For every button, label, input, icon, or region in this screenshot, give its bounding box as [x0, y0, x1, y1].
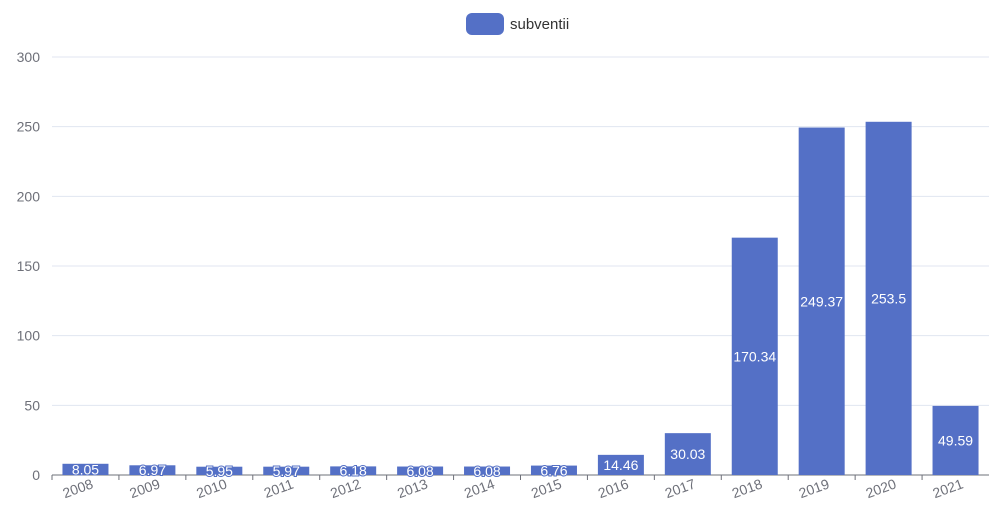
- y-tick-label-150: 150: [17, 258, 41, 274]
- x-tick-label-2009: 2009: [127, 475, 162, 501]
- y-tick-label-50: 50: [24, 397, 40, 413]
- x-tick-label-2011: 2011: [262, 476, 296, 501]
- data-label-2016: 14.46: [603, 457, 638, 473]
- bar-2009[interactable]: [129, 465, 176, 475]
- legend[interactable]: subventii: [466, 12, 569, 36]
- bar-2020[interactable]: [865, 121, 912, 475]
- x-tick-label-2019: 2019: [797, 475, 832, 501]
- x-tick-label-2017: 2017: [663, 475, 698, 501]
- data-label-2015: 6.76: [540, 462, 567, 478]
- bar-2010[interactable]: [196, 466, 243, 475]
- data-label-2013: 6.08: [406, 463, 433, 479]
- bar-2015[interactable]: [530, 465, 577, 475]
- bar-2008[interactable]: [62, 463, 109, 475]
- y-tick-label-300: 300: [17, 49, 41, 65]
- y-tick-label-200: 200: [17, 188, 41, 204]
- bar-2014[interactable]: [464, 466, 511, 475]
- x-tick-label-2015: 2015: [529, 475, 564, 501]
- x-tick-label-2020: 2020: [864, 475, 899, 501]
- bar-2012[interactable]: [330, 466, 377, 475]
- y-tick-label-0: 0: [32, 467, 40, 483]
- bar-2021[interactable]: [932, 405, 979, 475]
- x-tick-label-2008: 2008: [60, 475, 95, 501]
- data-label-2011: 5.97: [273, 463, 300, 479]
- x-tick-label-2013: 2013: [395, 475, 430, 501]
- x-tick-label-2012: 2012: [328, 475, 363, 501]
- data-label-2010: 5.95: [206, 463, 233, 479]
- data-label-2019: 249.37: [800, 293, 843, 309]
- data-label-2009: 6.97: [139, 462, 166, 478]
- data-label-2008: 8.05: [72, 461, 99, 477]
- bar-2011[interactable]: [263, 466, 310, 475]
- x-tick-label-2016: 2016: [596, 475, 631, 501]
- bar-2016[interactable]: [597, 454, 644, 475]
- data-label-2021: 49.59: [938, 432, 973, 448]
- x-tick-label-2021: 2021: [930, 475, 965, 501]
- x-tick-label-2010: 2010: [194, 475, 229, 501]
- data-label-2020: 253.5: [871, 290, 906, 306]
- data-label-2012: 6.18: [340, 463, 367, 479]
- legend-swatch: [466, 13, 504, 35]
- x-tick-label-2014: 2014: [462, 475, 497, 501]
- x-tick-label-2018: 2018: [730, 475, 765, 501]
- data-label-2014: 6.08: [473, 463, 500, 479]
- bar-2018[interactable]: [731, 237, 778, 475]
- bar-2013[interactable]: [397, 466, 444, 475]
- data-label-2017: 30.03: [670, 446, 705, 462]
- bar-2017[interactable]: [664, 433, 711, 475]
- y-tick-label-250: 250: [17, 119, 41, 135]
- y-tick-label-100: 100: [17, 328, 41, 344]
- bar-2019[interactable]: [798, 127, 845, 475]
- legend-label: subventii: [510, 15, 570, 33]
- data-label-2018: 170.34: [733, 348, 776, 364]
